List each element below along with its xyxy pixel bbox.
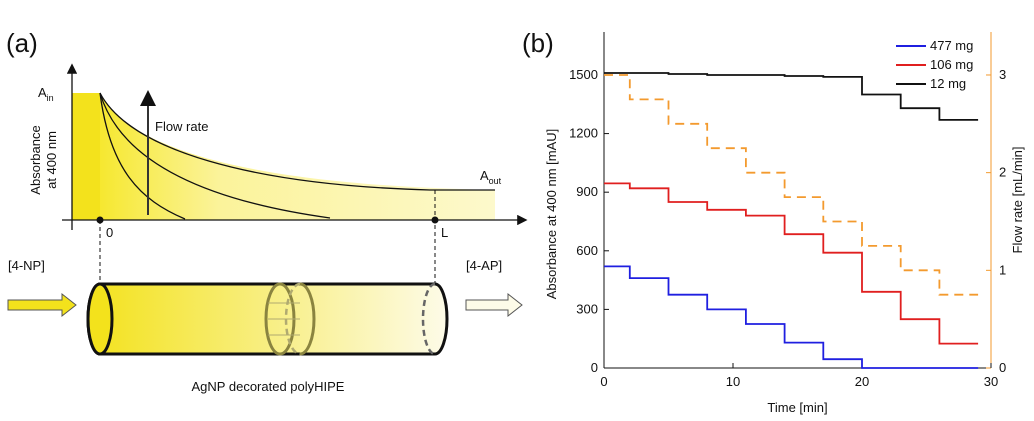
point <box>431 216 439 224</box>
outlet-arrow <box>465 292 523 318</box>
y-tick-label: 1200 <box>569 126 598 141</box>
legend-label: 106 mg <box>930 57 973 72</box>
y-tick-label: 0 <box>591 360 598 375</box>
point <box>96 216 104 224</box>
column-inlet <box>86 282 114 356</box>
y-tick-label: 300 <box>576 301 598 316</box>
x-label: Time [min] <box>767 400 827 415</box>
series-line <box>604 265 979 369</box>
x-tick-label: 0 <box>600 374 607 389</box>
flow-lines <box>268 302 300 336</box>
caption: AgNP decorated polyHIPE <box>192 379 345 394</box>
a-in-base: A <box>38 85 47 100</box>
y2-tick-label: 3 <box>999 67 1006 82</box>
a-in-sub: in <box>47 93 54 103</box>
a-in: Ain <box>38 85 54 103</box>
panel-label: (b) <box>522 28 554 58</box>
profile-area <box>100 93 495 220</box>
a-out: Aout <box>480 168 502 186</box>
y-tick-label: 1500 <box>569 67 598 82</box>
series-line <box>604 182 979 345</box>
inlet-arrow <box>7 292 77 318</box>
y-tick-label: 900 <box>576 184 598 199</box>
curve <box>99 92 495 191</box>
legend-label: 12 mg <box>930 76 966 91</box>
y-tick-label: 600 <box>576 243 598 258</box>
x-tick-label: 30 <box>984 374 998 389</box>
outlet-label: [4-AP] <box>466 258 502 273</box>
y2-tick-label: 1 <box>999 262 1006 277</box>
origin-label: 0 <box>106 225 113 240</box>
curve <box>99 92 186 220</box>
inlet-label: [4-NP] <box>8 258 45 273</box>
flow-label: Flow rate <box>155 119 208 134</box>
series-line <box>604 74 979 296</box>
length-label: L <box>441 225 448 240</box>
y2-label: Flow rate [mL/min] <box>1010 147 1025 254</box>
y-label: at 400 nm <box>44 131 59 189</box>
x-tick-label: 20 <box>855 374 869 389</box>
panel-label: (a) <box>6 28 38 58</box>
series-line <box>604 72 979 121</box>
ring <box>299 282 316 356</box>
curve <box>99 92 331 219</box>
a-out-sub: out <box>489 176 502 186</box>
legend-label: 477 mg <box>930 38 973 53</box>
inlet-area <box>72 93 100 220</box>
x-tick-label: 10 <box>726 374 740 389</box>
panel-a: (a) Flow rate Ain Aout Absorbance at 400… <box>6 28 528 394</box>
y2-tick-label: 0 <box>999 360 1006 375</box>
column-outlet <box>421 282 436 356</box>
a-out-base: A <box>480 168 489 183</box>
y-label: Absorbance <box>28 125 43 194</box>
y2-tick-label: 2 <box>999 165 1006 180</box>
y-label: Absorbance at 400 nm [mAU] <box>544 129 559 300</box>
